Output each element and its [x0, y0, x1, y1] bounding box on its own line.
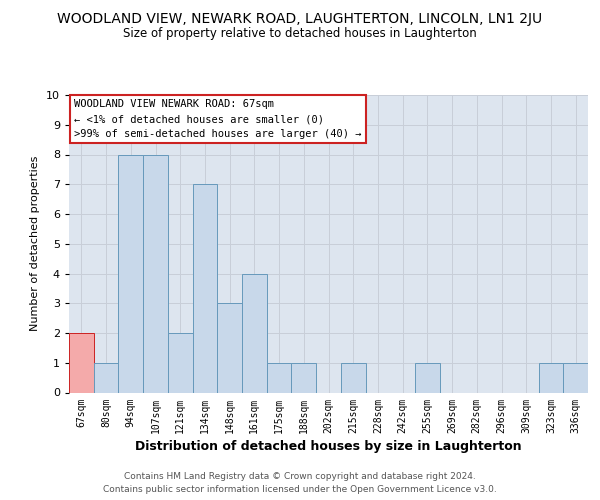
Bar	[143, 154, 168, 392]
Bar	[292, 363, 316, 392]
Text: WOODLAND VIEW NEWARK ROAD: 67sqm
← <1% of detached houses are smaller (0)
>99% o: WOODLAND VIEW NEWARK ROAD: 67sqm ← <1% o…	[74, 100, 362, 139]
Bar	[217, 303, 242, 392]
Bar	[193, 184, 217, 392]
Bar	[69, 333, 94, 392]
X-axis label: Distribution of detached houses by size in Laughterton: Distribution of detached houses by size …	[135, 440, 522, 452]
Bar	[267, 363, 292, 392]
Bar	[341, 363, 365, 392]
Bar	[242, 274, 267, 392]
Text: WOODLAND VIEW, NEWARK ROAD, LAUGHTERTON, LINCOLN, LN1 2JU: WOODLAND VIEW, NEWARK ROAD, LAUGHTERTON,…	[58, 12, 542, 26]
Y-axis label: Number of detached properties: Number of detached properties	[31, 156, 40, 332]
Bar	[563, 363, 588, 392]
Bar	[539, 363, 563, 392]
Text: Contains public sector information licensed under the Open Government Licence v3: Contains public sector information licen…	[103, 485, 497, 494]
Bar	[94, 363, 118, 392]
Bar	[168, 333, 193, 392]
Bar	[118, 154, 143, 392]
Text: Contains HM Land Registry data © Crown copyright and database right 2024.: Contains HM Land Registry data © Crown c…	[124, 472, 476, 481]
Text: Size of property relative to detached houses in Laughterton: Size of property relative to detached ho…	[123, 28, 477, 40]
Bar	[415, 363, 440, 392]
